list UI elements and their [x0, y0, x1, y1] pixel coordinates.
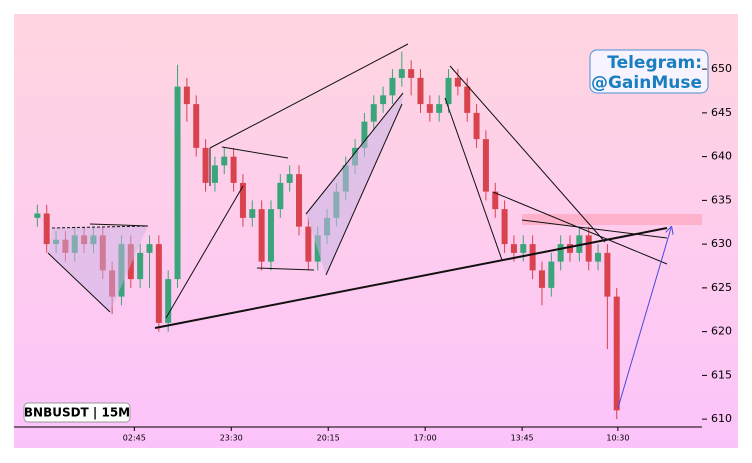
candle-body	[239, 182, 246, 218]
y-tick-label: 650	[711, 62, 732, 75]
x-tick-label: 02:45	[123, 434, 146, 443]
candle-body	[165, 279, 172, 323]
candle-body	[604, 252, 611, 297]
candle-body	[34, 213, 41, 218]
candle-body	[267, 209, 274, 262]
candle-body	[380, 95, 387, 105]
candle-body	[193, 104, 200, 148]
x-tick-label: 13:45	[511, 434, 534, 443]
y-tick-label: 625	[711, 281, 732, 294]
zone	[522, 214, 702, 225]
y-tick-label: 635	[711, 193, 732, 206]
watermark-box	[589, 49, 709, 94]
x-tick-label: 23:30	[220, 434, 243, 443]
candle-body	[408, 69, 415, 78]
y-tick-label: 630	[711, 237, 732, 250]
x-tick-label: 17:00	[414, 434, 437, 443]
candle-body	[548, 261, 555, 288]
candle-body	[286, 174, 293, 183]
candle-body	[202, 147, 209, 183]
candle-body	[436, 104, 443, 113]
candle-body	[155, 244, 162, 323]
candle-body	[492, 191, 499, 210]
y-tick-label: 640	[711, 150, 732, 163]
x-tick-label: 20:15	[317, 434, 340, 443]
candle-body	[510, 244, 517, 253]
candle-body	[613, 296, 620, 411]
candle-body	[445, 77, 452, 105]
candle-body	[538, 270, 545, 288]
candle-body	[43, 213, 50, 245]
candle-body	[146, 244, 153, 253]
candle-body	[464, 86, 471, 113]
candle-body	[370, 104, 377, 122]
candle-body	[473, 112, 480, 140]
candle-body	[454, 77, 461, 87]
symbol-label: BNBUSDT | 15M	[24, 406, 130, 420]
candle-body	[557, 244, 564, 262]
candle-body	[482, 139, 489, 192]
candle-body	[417, 77, 424, 105]
candle-body	[361, 121, 368, 148]
candle-body	[277, 182, 284, 210]
candle-body	[398, 69, 405, 78]
candle-body	[183, 86, 190, 105]
x-tick-label: 10:30	[606, 434, 629, 443]
candle-body	[221, 156, 228, 166]
candle-body	[249, 209, 256, 218]
candle-body	[595, 252, 602, 262]
candle-body	[501, 209, 508, 245]
candle-body	[211, 165, 218, 183]
watermark: Telegram: @GainMuse	[591, 53, 702, 93]
candle-body	[585, 235, 592, 262]
candle-body	[137, 252, 144, 280]
candle-body	[296, 174, 303, 227]
symbol-box	[23, 402, 131, 423]
candle-body	[520, 244, 527, 253]
y-tick-label: 615	[711, 368, 732, 381]
candle-body	[174, 86, 181, 280]
y-tick-label: 620	[711, 325, 732, 338]
candle-body	[426, 104, 433, 113]
candle-body	[529, 244, 536, 271]
candle-body	[567, 244, 574, 253]
candle-body	[305, 226, 312, 262]
drawings	[47, 43, 671, 409]
y-tick-label: 645	[711, 106, 732, 119]
candle-body	[230, 156, 237, 183]
candle-body	[258, 209, 265, 262]
y-tick-label: 610	[711, 412, 732, 425]
candle-body	[389, 77, 396, 96]
